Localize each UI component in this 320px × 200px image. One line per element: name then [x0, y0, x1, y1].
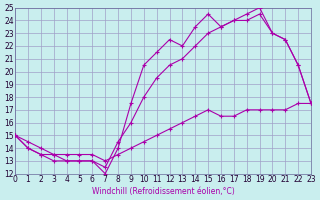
X-axis label: Windchill (Refroidissement éolien,°C): Windchill (Refroidissement éolien,°C)	[92, 187, 235, 196]
